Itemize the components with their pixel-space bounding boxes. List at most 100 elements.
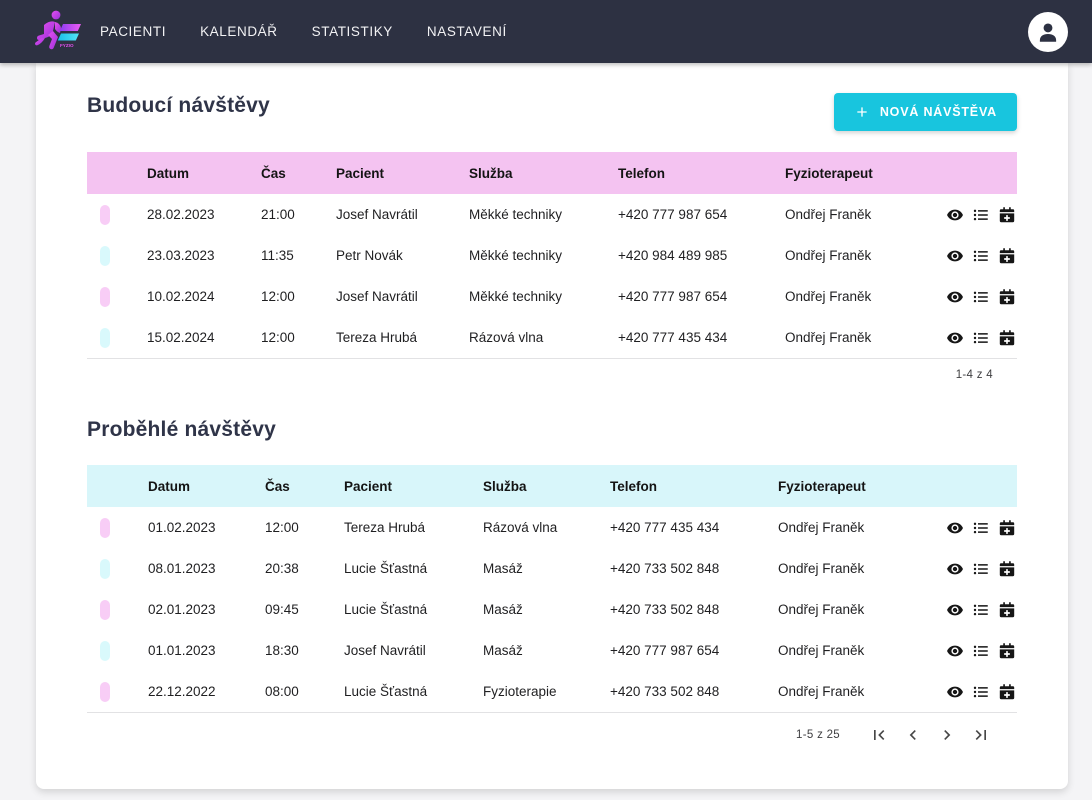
- visit-list-button[interactable]: [971, 246, 991, 266]
- cell-sluzba: Masáž: [483, 561, 610, 576]
- add-to-calendar-button[interactable]: [997, 559, 1017, 579]
- add-to-calendar-button[interactable]: [997, 518, 1017, 538]
- cell-sluzba: Měkké techniky: [469, 248, 618, 263]
- cell-cas: 12:00: [265, 520, 344, 535]
- add-to-calendar-button[interactable]: [997, 246, 1017, 266]
- next-page-button[interactable]: [935, 723, 959, 747]
- header-telefon: Telefon: [610, 479, 778, 494]
- cell-sluzba: Fyzioterapie: [483, 684, 610, 699]
- table-row: 01.02.2023 12:00 Tereza Hrubá Rázová vln…: [87, 507, 1017, 548]
- table-row: 15.02.2024 12:00 Tereza Hrubá Rázová vln…: [87, 317, 1017, 358]
- cell-telefon: +420 777 987 654: [610, 643, 778, 658]
- visit-list-button[interactable]: [971, 559, 991, 579]
- cell-telefon: +420 777 987 654: [618, 207, 785, 222]
- add-to-calendar-button[interactable]: [997, 287, 1017, 307]
- plus-icon: [854, 104, 870, 120]
- main-navigation: PACIENTI KALENDÁŘ STATISTIKY NASTAVENÍ: [100, 24, 507, 39]
- nav-item-kalendar[interactable]: KALENDÁŘ: [200, 24, 278, 39]
- add-to-calendar-button[interactable]: [997, 600, 1017, 620]
- list-icon: [972, 642, 990, 660]
- row-status-indicator: [100, 205, 110, 225]
- header-fyzioterapeut: Fyzioterapeut: [778, 479, 933, 494]
- user-avatar-button[interactable]: [1028, 12, 1068, 52]
- list-icon: [972, 247, 990, 265]
- add-to-calendar-button[interactable]: [997, 328, 1017, 348]
- first-page-button[interactable]: [867, 723, 891, 747]
- calendar-plus-icon: [998, 642, 1016, 660]
- cell-telefon: +420 733 502 848: [610, 561, 778, 576]
- cell-cas: 18:30: [265, 643, 344, 658]
- view-visit-button[interactable]: [945, 328, 965, 348]
- list-icon: [972, 683, 990, 701]
- nav-item-nastaveni[interactable]: NASTAVENÍ: [427, 24, 507, 39]
- section-upcoming-visits: Budoucí návštěvy NOVÁ NÁVŠTĚVA Datum Čas…: [87, 94, 1017, 381]
- app-logo[interactable]: FYZIO: [30, 7, 86, 57]
- first-page-icon: [869, 725, 889, 745]
- table-row: 28.02.2023 21:00 Josef Navrátil Měkké te…: [87, 194, 1017, 235]
- content-card: Budoucí návštěvy NOVÁ NÁVŠTĚVA Datum Čas…: [36, 63, 1068, 789]
- new-visit-button[interactable]: NOVÁ NÁVŠTĚVA: [834, 93, 1017, 131]
- nav-item-statistiky[interactable]: STATISTIKY: [312, 24, 393, 39]
- cell-telefon: +420 733 502 848: [610, 602, 778, 617]
- visit-list-button[interactable]: [971, 205, 991, 225]
- table-row: 02.01.2023 09:45 Lucie Šťastná Masáž +42…: [87, 589, 1017, 630]
- row-status-indicator: [100, 328, 110, 348]
- view-visit-button[interactable]: [945, 641, 965, 661]
- cell-cas: 12:00: [261, 330, 336, 345]
- cell-fyzioterapeut: Ondřej Franěk: [785, 207, 933, 222]
- view-visit-button[interactable]: [945, 682, 965, 702]
- cell-datum: 23.03.2023: [147, 248, 261, 263]
- visit-list-button[interactable]: [971, 518, 991, 538]
- view-visit-button[interactable]: [945, 246, 965, 266]
- visit-list-button[interactable]: [971, 328, 991, 348]
- eye-icon: [946, 642, 964, 660]
- add-to-calendar-button[interactable]: [997, 641, 1017, 661]
- cell-pacient: Josef Navrátil: [344, 643, 483, 658]
- page-range-label: 1-5 z 25: [796, 729, 840, 741]
- visit-list-button[interactable]: [971, 600, 991, 620]
- cell-pacient: Petr Novák: [336, 248, 469, 263]
- past-visits-table: Datum Čas Pacient Služba Telefon Fyziote…: [87, 465, 1017, 713]
- eye-icon: [946, 206, 964, 224]
- cell-pacient: Josef Navrátil: [336, 289, 469, 304]
- pager-controls: [867, 723, 993, 747]
- list-icon: [972, 329, 990, 347]
- cell-fyzioterapeut: Ondřej Franěk: [778, 520, 933, 535]
- eye-icon: [946, 601, 964, 619]
- new-visit-button-label: NOVÁ NÁVŠTĚVA: [880, 105, 997, 119]
- header-datum: Datum: [148, 479, 265, 494]
- header-datum: Datum: [147, 166, 261, 181]
- cell-fyzioterapeut: Ondřej Franěk: [778, 643, 933, 658]
- upcoming-visits-title: Budoucí návštěvy: [87, 94, 270, 118]
- view-visit-button[interactable]: [945, 287, 965, 307]
- table-row: 10.02.2024 12:00 Josef Navrátil Měkké te…: [87, 276, 1017, 317]
- view-visit-button[interactable]: [945, 559, 965, 579]
- add-to-calendar-button[interactable]: [997, 205, 1017, 225]
- section-past-visits: Proběhlé návštěvy Datum Čas Pacient Služ…: [87, 418, 1017, 747]
- cell-pacient: Lucie Šťastná: [344, 684, 483, 699]
- visit-list-button[interactable]: [971, 287, 991, 307]
- eye-icon: [946, 329, 964, 347]
- eye-icon: [946, 519, 964, 537]
- header-cas: Čas: [265, 479, 344, 494]
- runner-logo-icon: FYZIO: [30, 7, 86, 57]
- last-page-button[interactable]: [969, 723, 993, 747]
- cell-cas: 11:35: [261, 248, 336, 263]
- add-to-calendar-button[interactable]: [997, 682, 1017, 702]
- view-visit-button[interactable]: [945, 205, 965, 225]
- view-visit-button[interactable]: [945, 518, 965, 538]
- visit-list-button[interactable]: [971, 641, 991, 661]
- cell-datum: 01.02.2023: [148, 520, 265, 535]
- row-status-indicator: [100, 682, 110, 702]
- prev-page-button[interactable]: [901, 723, 925, 747]
- cell-datum: 15.02.2024: [147, 330, 261, 345]
- nav-item-pacienti[interactable]: PACIENTI: [100, 24, 166, 39]
- table-row: 23.03.2023 11:35 Petr Novák Měkké techni…: [87, 235, 1017, 276]
- row-status-indicator: [100, 600, 110, 620]
- header-cas: Čas: [261, 166, 336, 181]
- page-background: Budoucí návštěvy NOVÁ NÁVŠTĚVA Datum Čas…: [0, 63, 1092, 789]
- view-visit-button[interactable]: [945, 600, 965, 620]
- header-pacient: Pacient: [344, 479, 483, 494]
- cell-datum: 02.01.2023: [148, 602, 265, 617]
- visit-list-button[interactable]: [971, 682, 991, 702]
